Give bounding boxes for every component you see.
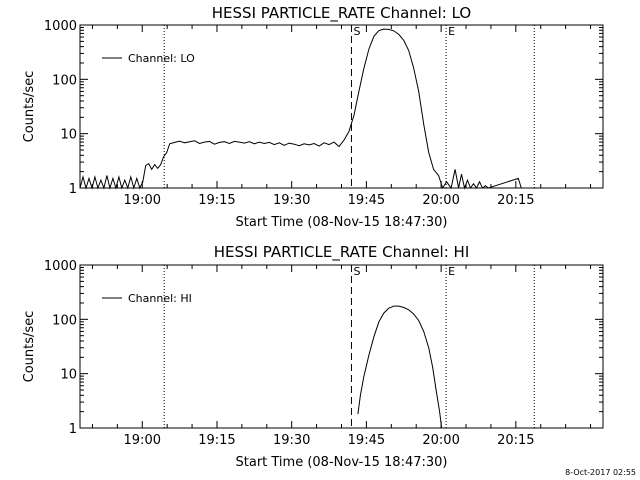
panel-2-x-tick-label: 19:45 bbox=[348, 433, 385, 448]
panel-1-x-tick-label: 19:00 bbox=[124, 193, 161, 208]
panel-2-title: HESSI PARTICLE_RATE Channel: HI bbox=[214, 243, 470, 262]
panel-1-title: HESSI PARTICLE_RATE Channel: LO bbox=[212, 4, 471, 23]
panel-2-y-tick-label: 1000 bbox=[44, 259, 77, 274]
panel-2-legend-label: Channel: HI bbox=[128, 292, 192, 305]
panel-1-y-tick-label: 1 bbox=[69, 182, 77, 197]
panel-1-y-tick-label: 10 bbox=[60, 128, 77, 143]
panel-2-x-tick-label: 20:00 bbox=[422, 433, 459, 448]
panel-1-frame bbox=[79, 24, 604, 189]
panel-2-y-axis-label: Counts/sec bbox=[22, 311, 37, 383]
panel-1-marker-label: E bbox=[448, 25, 455, 38]
plot-timestamp: 8-Oct-2017 02:55 bbox=[565, 468, 636, 477]
panel-2-y-tick-label: 10 bbox=[60, 368, 77, 383]
panel-2-marker-label: E bbox=[448, 265, 455, 278]
panel-2-x-tick-label: 19:15 bbox=[198, 433, 235, 448]
panel-1-y-tick-label: 100 bbox=[52, 73, 77, 88]
panel-1-x-tick-label: 19:45 bbox=[348, 193, 385, 208]
panel-2-x-tick-label: 19:30 bbox=[273, 433, 310, 448]
panel-1-y-tick-label: 1000 bbox=[44, 19, 77, 34]
panel-2-marker-label: S bbox=[353, 265, 360, 278]
panel-1-x-tick-label: 19:15 bbox=[198, 193, 235, 208]
panel-1-x-tick-label: 20:15 bbox=[497, 193, 534, 208]
panel-1-x-axis-label: Start Time (08-Nov-15 18:47:30) bbox=[236, 215, 448, 230]
panel-2-y-tick-label: 100 bbox=[52, 313, 77, 328]
panel-2-frame bbox=[79, 264, 604, 429]
panel-1-x-tick-label: 19:30 bbox=[273, 193, 310, 208]
panel-2-y-tick-label: 1 bbox=[69, 422, 77, 437]
panel-1-series-line bbox=[79, 28, 525, 190]
panel-1-y-axis-label: Counts/sec bbox=[22, 71, 37, 143]
panel-2-x-tick-label: 19:00 bbox=[124, 433, 161, 448]
panel-1-legend-label: Channel: LO bbox=[128, 52, 195, 65]
panel-2-x-axis-label: Start Time (08-Nov-15 18:47:30) bbox=[236, 455, 448, 470]
panel-2-series-line bbox=[357, 305, 443, 429]
panel-1-x-tick-label: 20:00 bbox=[422, 193, 459, 208]
panel-2-x-tick-label: 20:15 bbox=[497, 433, 534, 448]
panel-1-marker-label: S bbox=[353, 25, 360, 38]
